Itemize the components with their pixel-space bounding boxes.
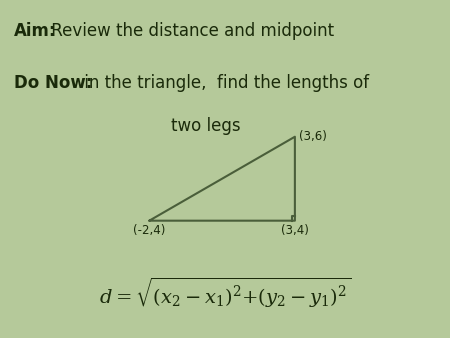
- Text: in the triangle,  find the lengths of: in the triangle, find the lengths of: [79, 74, 369, 92]
- Text: (3,6): (3,6): [299, 130, 327, 143]
- Text: two legs: two legs: [171, 117, 241, 135]
- Text: Aim:: Aim:: [14, 22, 56, 40]
- Text: $d = \sqrt{(x_2 - x_1)^2{+}(y_2 - y_1)^2}$: $d = \sqrt{(x_2 - x_1)^2{+}(y_2 - y_1)^2…: [99, 275, 351, 309]
- Text: Do Now:: Do Now:: [14, 74, 92, 92]
- Text: (3,4): (3,4): [281, 224, 309, 237]
- Text: Review the distance and midpoint: Review the distance and midpoint: [46, 22, 334, 40]
- Text: (-2,4): (-2,4): [133, 224, 166, 237]
